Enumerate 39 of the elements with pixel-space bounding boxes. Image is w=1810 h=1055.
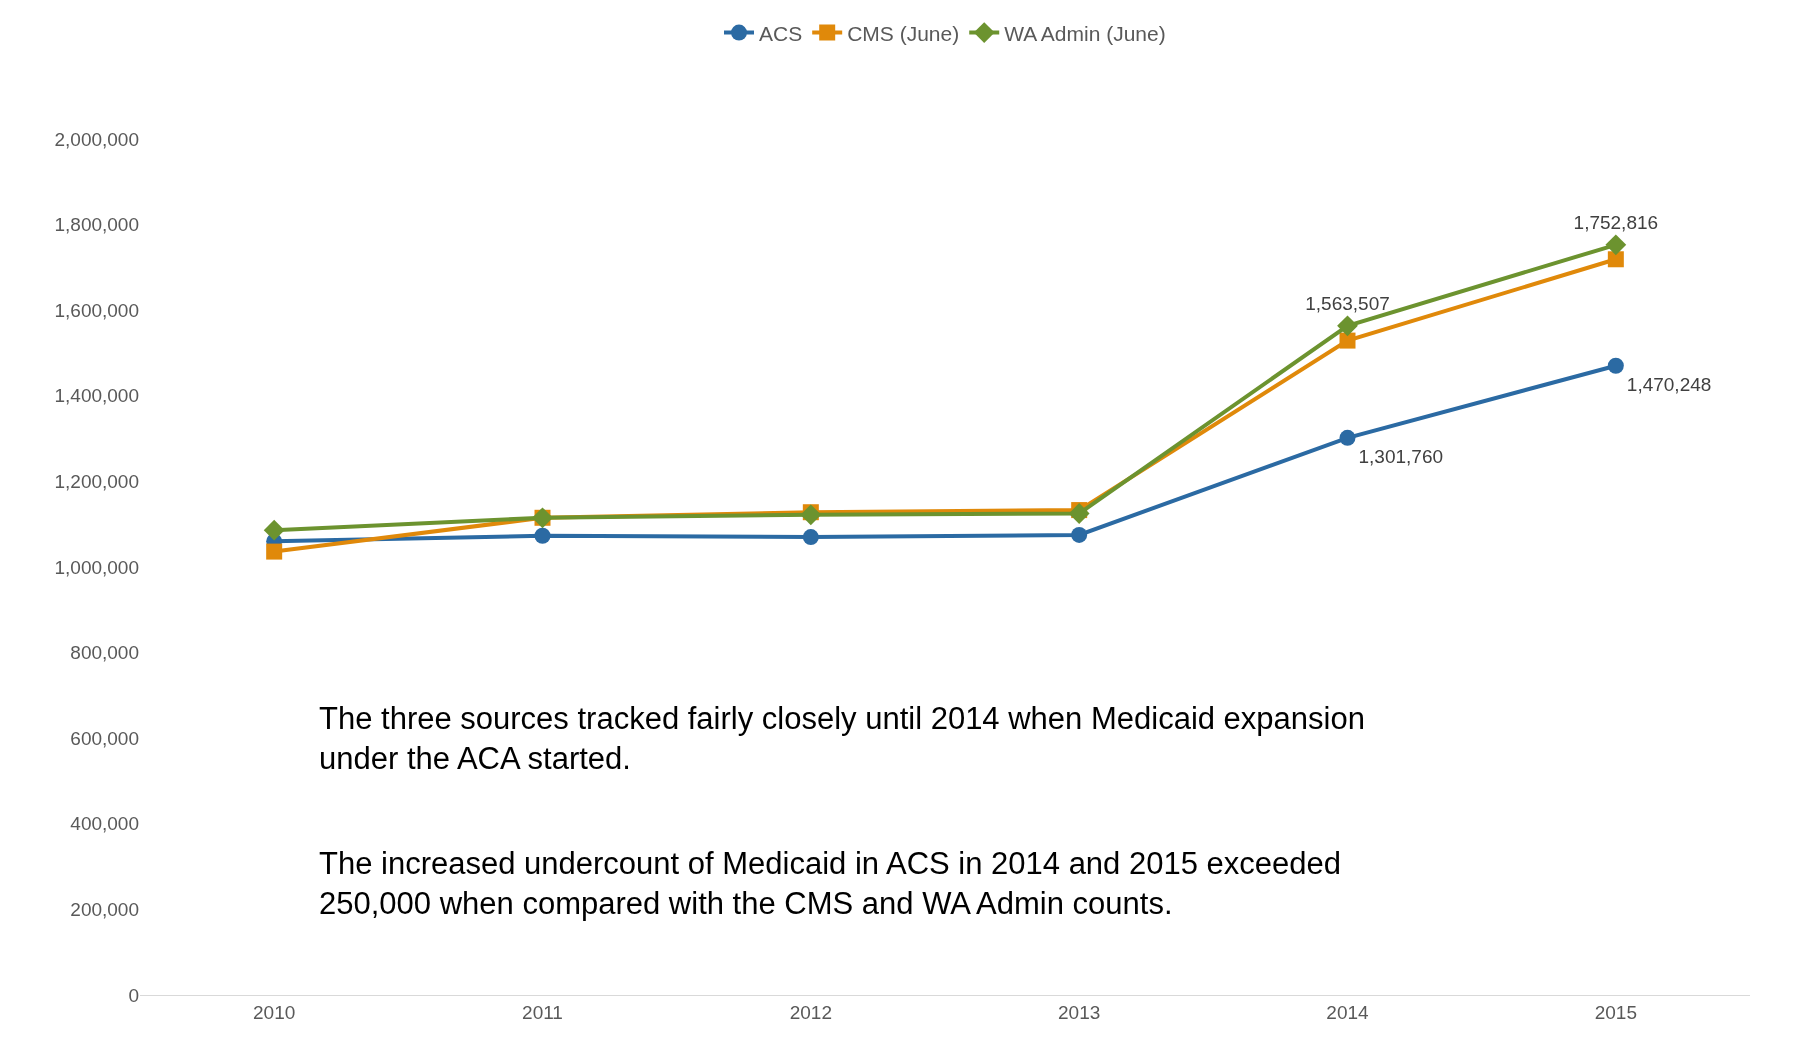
point (1605, 234, 1627, 256)
y-tick-label: 0 (128, 984, 139, 1006)
point (1339, 429, 1356, 446)
data-label: 1,470,248 (1626, 373, 1712, 395)
data-label: 1,752,816 (1573, 212, 1659, 234)
x-tick-label: 2015 (1594, 1001, 1637, 1023)
point (1068, 503, 1090, 524)
point (802, 529, 819, 546)
data-label: 1,563,507 (1305, 293, 1390, 315)
point (263, 519, 285, 541)
point (1071, 526, 1088, 543)
point (266, 543, 283, 560)
y-tick-label: 1,600,000 (54, 299, 139, 321)
y-tick-label: 1,400,000 (54, 385, 139, 407)
annotation: The increased undercount of Medicaid in ACS in 2014 and 2015 exceeded 250,000 when compared with the CMS and WA Admin counts. (319, 846, 1341, 922)
x-tick-label: 2013 (1058, 1001, 1101, 1023)
y-tick-label: 1,800,000 (54, 214, 139, 236)
legend-label: CMS (June) (847, 21, 960, 45)
y-tick-label: 600,000 (70, 727, 139, 749)
point (1607, 251, 1624, 268)
point (1339, 332, 1356, 349)
x-tick-label: 2012 (789, 1001, 832, 1023)
y-tick-label: 1,000,000 (54, 556, 139, 578)
x-tick-label: 2011 (522, 1001, 563, 1023)
point (1337, 315, 1358, 337)
x-tick-label: 2010 (253, 1001, 296, 1023)
legend-label: WA Admin (June) (1004, 21, 1166, 45)
legend-label: ACS (759, 21, 803, 45)
y-tick-label: 2,000,000 (54, 128, 139, 150)
y-tick-label: 800,000 (70, 642, 139, 664)
point (1607, 357, 1624, 374)
point (534, 527, 551, 544)
annotation: The three sources tracked fairly closely until 2014 when Medicaid expansion under the ACA started. (319, 701, 1365, 777)
y-tick-label: 200,000 (70, 899, 139, 921)
x-tick-label: 2014 (1326, 1001, 1370, 1023)
y-tick-label: 1,200,000 (54, 471, 139, 493)
y-tick-label: 400,000 (70, 813, 139, 835)
data-label: 1,301,760 (1358, 446, 1444, 468)
point (800, 504, 822, 526)
